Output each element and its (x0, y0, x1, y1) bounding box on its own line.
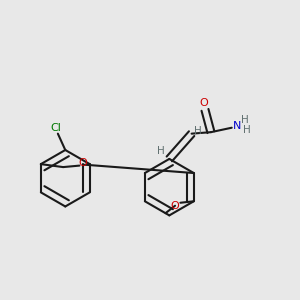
Text: N: N (233, 121, 241, 131)
Text: H: H (243, 125, 251, 135)
Text: O: O (171, 201, 179, 211)
Text: O: O (199, 98, 208, 108)
Text: H: H (241, 115, 249, 125)
Text: Cl: Cl (50, 123, 61, 133)
Text: O: O (79, 158, 87, 168)
Text: H: H (194, 126, 202, 136)
Text: H: H (157, 146, 165, 157)
